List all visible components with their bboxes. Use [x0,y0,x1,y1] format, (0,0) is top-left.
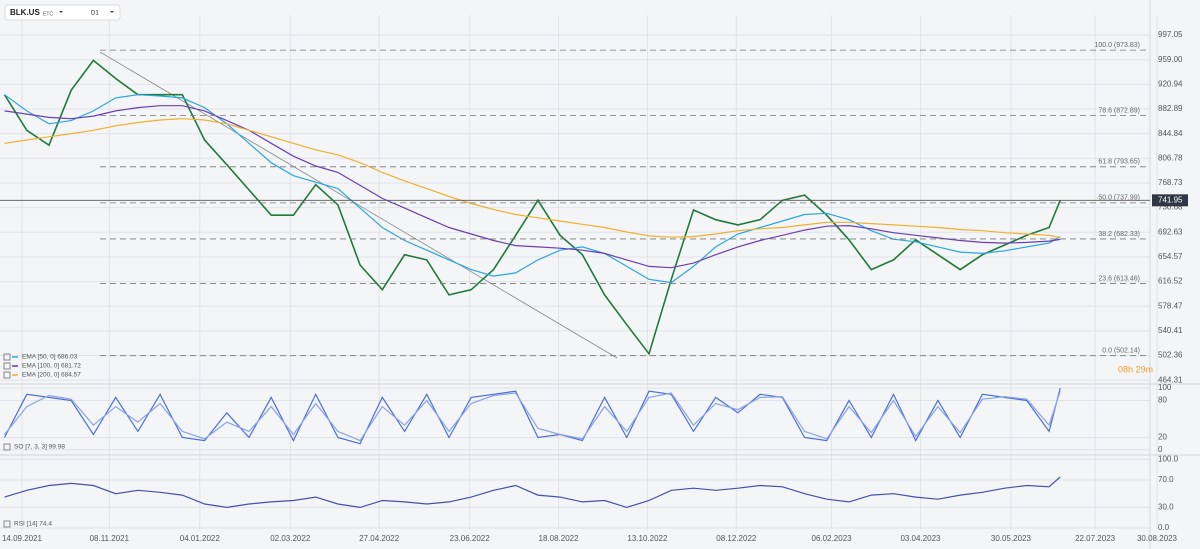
y-tick-label: 20 [1158,433,1167,442]
legend-icon [3,362,11,370]
y-tick-label: 920.94 [1158,79,1183,88]
indicator-icon [3,520,11,528]
legend-icon [3,371,11,379]
fib-label: 38.2 (682.33) [1098,231,1140,238]
market: ETC [43,11,53,17]
y-tick-label: 654.57 [1158,252,1183,261]
x-tick-label: 30.05.2023 [991,534,1032,543]
countdown: 08h 29m [1118,364,1153,374]
x-tick-label: 13.10.2022 [627,534,668,543]
caret [110,11,114,13]
x-tick-label: 08.12.2022 [716,534,757,543]
fib-label: 61.8 (793.65) [1098,159,1140,166]
series-line [4,476,1061,509]
y-tick-label: 997.05 [1158,30,1183,39]
fib-label: 50.0 (737.99) [1098,195,1140,202]
symbol-box[interactable] [4,4,121,21]
x-tick-label: 14.09.2021 [2,534,43,543]
x-tick-label: 08.11.2021 [90,534,130,543]
x-tick-label: 03.04.2023 [900,534,941,543]
y-tick-label: 616.52 [1158,277,1183,286]
series-line [4,391,1061,442]
legend-label: EMA [50, 0] 686.03 [22,354,78,361]
fib-label: 23.6 (613.46) [1098,275,1140,282]
x-tick-label: 23.06.2022 [450,534,491,543]
y-tick-label: 0.0 [1158,523,1170,532]
y-tick-label: 768.73 [1158,178,1183,187]
fib-label: 78.6 (872.89) [1098,107,1140,114]
y-tick-label: 540.41 [1158,326,1183,335]
x-tick-label: 22.07.2023 [1075,534,1116,543]
series-line [4,118,1061,239]
y-tick-label: 578.47 [1158,301,1183,310]
fib-label: 0.0 (502.14) [1102,348,1140,355]
indicator-icon [3,443,11,451]
symbol: BLK.US [10,8,40,17]
series-line [4,94,1061,284]
legend-icon [3,353,11,361]
y-tick-label: 30.0 [1158,502,1174,511]
last-price: 741.95 [1158,195,1183,204]
series-line [3,59,1061,356]
fib-label: 100.0 (973.83) [1094,42,1140,49]
last-price-box [1152,194,1188,207]
x-tick-label: 30.08.2023 [1137,534,1178,543]
y-tick-label: 80 [1158,396,1167,405]
x-tick-label: 27.04.2022 [359,534,400,543]
series-line [3,387,1061,445]
layers [0,15,1158,530]
x-tick-label: 18.08.2022 [539,534,580,543]
y-tick-label: 730.68 [1158,203,1183,212]
y-tick-label: 959.00 [1158,55,1183,64]
indicator-label: SO [7, 3, 3] 99.98 [14,444,65,451]
y-tick-label: 692.63 [1158,227,1183,236]
y-tick-label: 0 [1158,445,1163,454]
y-tick-label: 100 [1158,383,1172,392]
series-line [4,105,1061,269]
legend-label: EMA [200, 0] 684.57 [22,372,81,379]
x-tick-label: 06.02.2023 [812,534,853,543]
y-tick-label: 882.89 [1158,104,1183,113]
x-tick-label: 04.01.2022 [180,534,221,543]
y-tick-label: 502.36 [1158,351,1183,360]
x-tick-label: 02.03.2022 [270,534,311,543]
interval: D1 [91,11,99,17]
caret [59,11,63,13]
y-tick-label: 100.0 [1158,455,1179,464]
y-tick-label: 806.78 [1158,153,1183,162]
legend-label: EMA [100, 0] 681.72 [22,363,81,370]
y-tick-label: 844.84 [1158,129,1183,138]
y-tick-label: 464.31 [1158,375,1183,384]
y-tick-label: 70.0 [1158,475,1174,484]
indicator-label: RSI [14] 74.4 [14,521,52,528]
